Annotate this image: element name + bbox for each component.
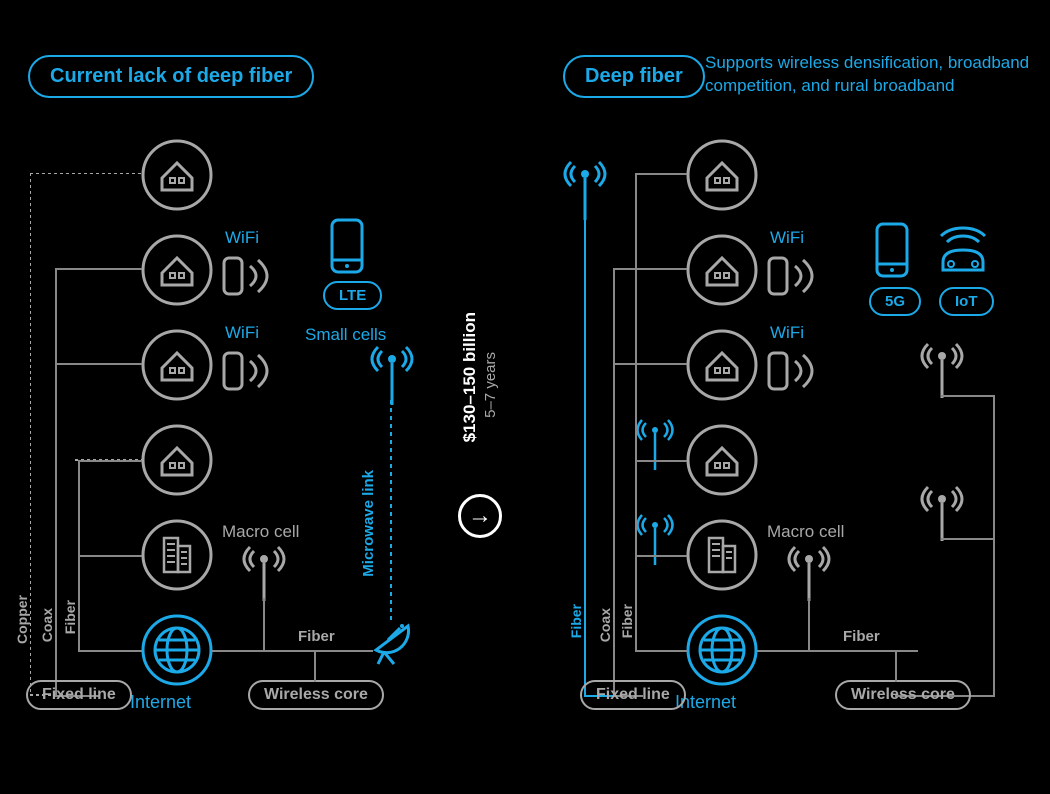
globe-icon [140, 613, 214, 687]
house-icon [685, 233, 759, 307]
conn-line [808, 650, 918, 652]
iot-label: IoT [955, 293, 978, 310]
conn-line [263, 650, 373, 652]
conn-line [808, 598, 810, 652]
fixedline-pill: Fixed line [26, 680, 132, 710]
lte-label: LTE [339, 287, 366, 304]
conn-line [635, 173, 637, 652]
right-panel: Deep fiber Supports wireless densificati… [545, 0, 1050, 794]
conn-line [941, 538, 995, 540]
conn-line [613, 268, 615, 695]
phone-icon [873, 222, 911, 278]
conn-line [635, 173, 687, 175]
wifi-router-icon [767, 250, 827, 300]
fiveg-label: 5G [885, 293, 905, 310]
arrow-icon: → [458, 494, 502, 538]
right-title: Deep fiber [585, 65, 683, 87]
conn-line [895, 650, 897, 682]
wirelesscore-pill: Wireless core [835, 680, 971, 710]
fixedline-label: Fixed line [596, 686, 670, 703]
fixedline-pill: Fixed line [580, 680, 686, 710]
wifi-label: WiFi [225, 323, 259, 343]
wifi-router-icon [222, 250, 282, 300]
antenna-icon [635, 418, 675, 470]
house-icon [685, 423, 759, 497]
macrocell-label: Macro cell [222, 522, 299, 542]
fiber-label: Fiber [62, 600, 78, 634]
coax-label: Coax [39, 608, 55, 642]
left-panel: Current lack of deep fiber WiFi WiFi [0, 0, 500, 794]
antenna-icon [635, 513, 675, 565]
smallcells-label: Small cells [305, 325, 386, 345]
wifi-router-icon [767, 345, 827, 395]
conn-line [584, 215, 586, 695]
copper-label: Copper [14, 595, 30, 644]
wirelesscore-label: Wireless core [264, 686, 368, 703]
conn-line [613, 268, 687, 270]
conn-line [635, 555, 687, 557]
conn-line [635, 460, 687, 462]
antenna-icon [370, 345, 414, 405]
conn-line [314, 650, 316, 682]
house-icon [685, 138, 759, 212]
fiber-label: Fiber [619, 604, 635, 638]
left-title-pill: Current lack of deep fiber [28, 55, 314, 98]
house-icon [140, 233, 214, 307]
building-icon [140, 518, 214, 592]
fiber2-label: Fiber [298, 628, 335, 645]
microwave-link-line [388, 400, 394, 622]
house-icon [685, 328, 759, 402]
wifi-label: WiFi [225, 228, 259, 248]
antenna-icon [242, 545, 286, 601]
cost-label: $130–150 billion [460, 312, 480, 442]
right-title-pill: Deep fiber [563, 55, 705, 98]
macrocell-label: Macro cell [767, 522, 844, 542]
antenna-icon [563, 160, 607, 220]
left-title: Current lack of deep fiber [50, 65, 292, 87]
conn-line [78, 555, 142, 557]
wirelesscore-label: Wireless core [851, 686, 955, 703]
fiber2-label: Fiber [843, 628, 880, 645]
antenna-icon [787, 545, 831, 601]
conn-line [55, 363, 142, 365]
wifi-label: WiFi [770, 228, 804, 248]
microwave-label: Microwave link [360, 470, 377, 577]
conn-line [941, 395, 995, 397]
conn-line [635, 650, 687, 652]
wirelesscore-pill: Wireless core [248, 680, 384, 710]
building-icon [685, 518, 759, 592]
conn-line [613, 363, 687, 365]
conn-line [78, 460, 142, 462]
house-icon [140, 328, 214, 402]
globe-icon [685, 613, 759, 687]
wifi-label: WiFi [770, 323, 804, 343]
years-label: 5–7 years [482, 352, 499, 418]
conn-line [993, 395, 995, 695]
fiveg-pill: 5G [869, 287, 921, 316]
phone-icon [328, 218, 366, 274]
conn-line [263, 598, 265, 652]
fiber-label-blue: Fiber [568, 604, 584, 638]
center-panel: $130–150 billion 5–7 years → [450, 0, 560, 794]
iot-pill: IoT [939, 287, 994, 316]
coax-label: Coax [597, 608, 613, 642]
lte-pill: LTE [323, 281, 382, 310]
house-icon [140, 423, 214, 497]
antenna-icon [920, 485, 964, 541]
satellite-dish-icon [370, 618, 418, 666]
conn-line [78, 650, 142, 652]
fixedline-label: Fixed line [42, 686, 116, 703]
house-icon [140, 138, 214, 212]
right-subtitle: Supports wireless densification, broadba… [705, 52, 1035, 98]
conn-line [55, 268, 57, 695]
car-icon [933, 222, 993, 278]
wifi-router-icon [222, 345, 282, 395]
antenna-icon [920, 342, 964, 398]
conn-line [55, 268, 142, 270]
